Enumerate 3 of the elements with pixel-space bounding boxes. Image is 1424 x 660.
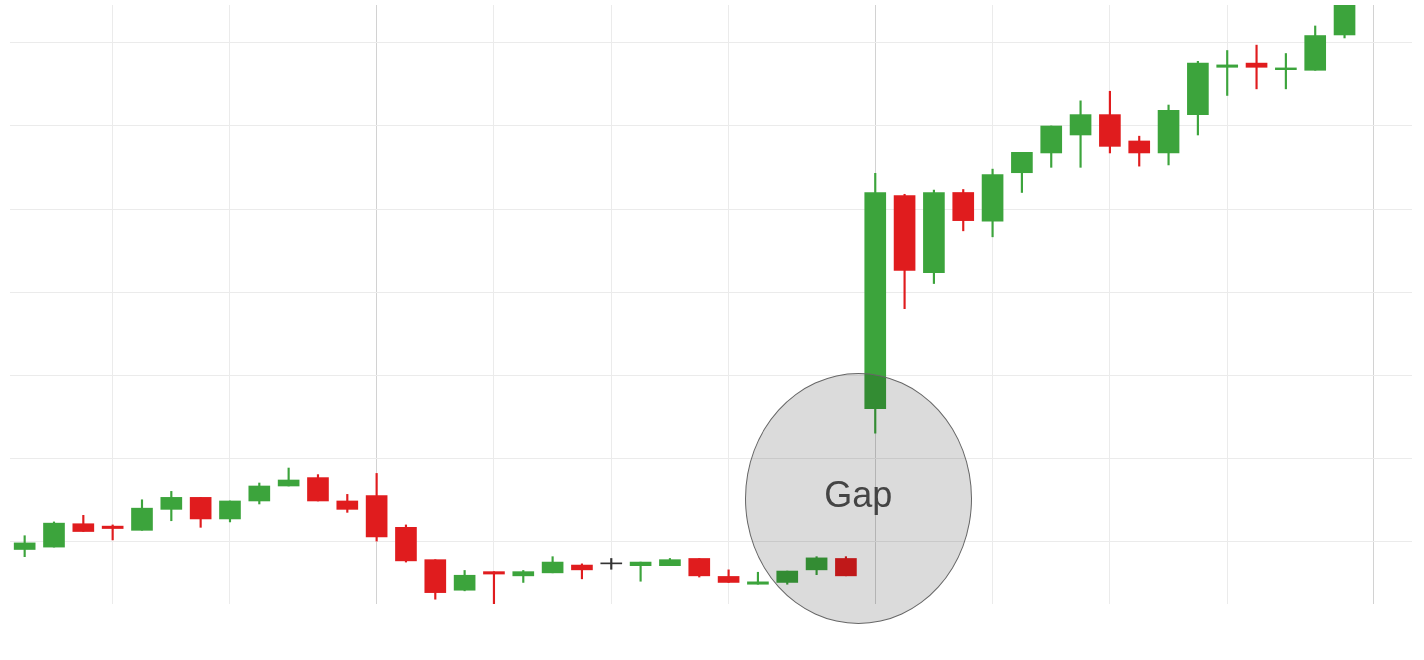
candlestick bbox=[1069, 100, 1092, 168]
candlestick bbox=[1245, 44, 1268, 90]
annotation: Gap bbox=[824, 474, 893, 516]
